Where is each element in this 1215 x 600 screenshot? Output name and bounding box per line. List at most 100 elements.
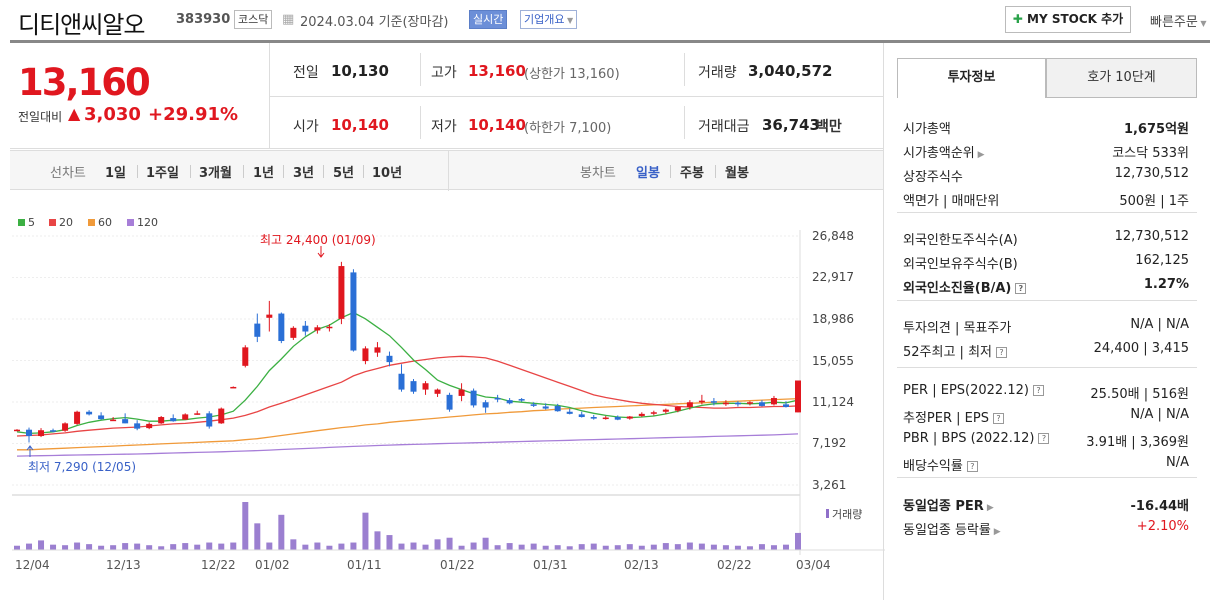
volume-legend: 거래량: [826, 506, 862, 522]
tab-candle-monthly[interactable]: 월봉: [725, 166, 749, 181]
divider: [715, 165, 716, 178]
company-name[interactable]: 디티앤씨알오: [18, 11, 145, 39]
volume-bar: [38, 540, 45, 550]
y-tick-label: 22,917: [812, 270, 854, 284]
info-value: 코스닥 533위: [1112, 146, 1189, 161]
divider: [420, 53, 421, 86]
add-mystock-button[interactable]: ✚ MY STOCK 추가: [1005, 6, 1131, 33]
volume-bar: [230, 542, 237, 550]
volume-bar: [662, 543, 669, 550]
candle-body: [770, 398, 777, 405]
candle-body: [518, 399, 525, 401]
quick-order-button[interactable]: 빠른주문 ▼: [1150, 15, 1207, 30]
y-tick-label: 11,124: [812, 395, 854, 409]
legend-swatch: [826, 509, 829, 518]
info-row: 시가총액 1,675억원: [903, 115, 1189, 137]
help-icon[interactable]: ?: [1038, 433, 1050, 444]
candle-body: [578, 414, 585, 418]
divider: [283, 165, 284, 178]
volume-bar: [62, 545, 69, 550]
divider: [190, 165, 191, 178]
volume-bar: [578, 544, 585, 550]
chevron-right-icon[interactable]: ▶: [974, 150, 985, 160]
x-tick-label: 12/22: [201, 558, 236, 572]
info-label: 52주최고 | 최저?: [903, 341, 1007, 360]
info-row: PER | EPS(2022.12)? 25.50배 | 516원: [903, 380, 1189, 402]
info-label: 외국인한도주식수(A): [903, 233, 1018, 248]
info-value: 1,675억원: [1123, 122, 1189, 137]
y-tick-label: 15,055: [812, 354, 854, 368]
chevron-right-icon[interactable]: ▶: [983, 503, 994, 513]
tab-period-3y[interactable]: 3년: [293, 166, 315, 181]
legend-item-ma120: 120: [127, 216, 158, 229]
volume-bar: [530, 543, 537, 550]
candle-body: [614, 417, 621, 420]
current-price: 13,160: [18, 61, 151, 104]
tab-invest-info[interactable]: 투자정보: [897, 58, 1046, 98]
help-icon[interactable]: ?: [1032, 385, 1044, 396]
volume-bar: [314, 542, 321, 550]
tab-candle-weekly[interactable]: 주봉: [680, 166, 704, 181]
tab-period-1y[interactable]: 1년: [253, 166, 275, 181]
volume-bar: [638, 545, 645, 550]
tab-period-10y[interactable]: 10년: [372, 166, 403, 181]
tab-candle-daily[interactable]: 일봉: [636, 166, 660, 181]
info-row: PBR | BPS (2022.12)? 3.91배 | 3,369원: [903, 428, 1189, 450]
volume-bar: [302, 544, 309, 550]
realtime-button[interactable]: 실시간: [469, 10, 508, 29]
help-icon[interactable]: ?: [992, 413, 1004, 424]
candle-body: [50, 430, 57, 432]
divider: [897, 300, 1197, 301]
divider: [883, 43, 884, 600]
moving-average-line-ma20: [16, 355, 799, 437]
help-icon[interactable]: ?: [1015, 283, 1027, 294]
moving-average-line-ma5: [16, 311, 799, 435]
tab-period-1w[interactable]: 1주일: [146, 166, 179, 181]
info-row: 동일업종 PER ▶ -16.44배: [903, 492, 1189, 514]
volume-bar: [566, 546, 573, 550]
x-tick-label: 03/04: [796, 558, 831, 572]
volume-bar: [218, 543, 225, 550]
price-chart[interactable]: [0, 0, 885, 600]
help-icon[interactable]: ?: [966, 461, 978, 472]
divider: [684, 53, 685, 86]
info-value: 12,730,512: [1114, 166, 1189, 181]
candle-body: [602, 417, 609, 420]
divider: [243, 165, 244, 178]
volume-bar: [74, 542, 81, 550]
candle-body: [122, 419, 129, 424]
volume-bar: [386, 535, 393, 550]
tab-period-1d[interactable]: 1일: [105, 166, 127, 181]
volume-bar: [242, 502, 249, 550]
help-icon[interactable]: ?: [996, 347, 1007, 358]
tab-period-3m[interactable]: 3개월: [199, 166, 232, 181]
chevron-right-icon[interactable]: ▶: [990, 527, 1001, 537]
volume-bar: [650, 544, 657, 550]
info-label: 배당수익률?: [903, 455, 978, 474]
divider: [137, 165, 138, 178]
company-info-button[interactable]: 기업개요 ▼: [520, 10, 578, 29]
candle-body: [650, 412, 657, 414]
x-tick-label: 01/31: [533, 558, 568, 572]
info-label: 추정PER | EPS?: [903, 407, 1004, 426]
price-summary: 13,160 전일대비 ▲ 3,030 +29.91% 전일 10,130 고가…: [10, 43, 883, 149]
tab-period-5y[interactable]: 5년: [333, 166, 355, 181]
legend-item-ma5: 5: [18, 216, 35, 229]
info-value: 500원 | 1주: [1119, 194, 1189, 209]
candle-body: [638, 413, 645, 416]
volume-bar: [746, 546, 753, 550]
tab-hoga-10[interactable]: 호가 10단계: [1046, 58, 1197, 98]
volume-bar: [795, 532, 801, 550]
candle-body: [782, 404, 789, 407]
info-label: PER | EPS(2022.12)?: [903, 383, 1044, 398]
volume-bar: [722, 545, 729, 550]
info-value: 1.27%: [1143, 277, 1189, 292]
candle-body: [746, 402, 753, 404]
info-label: 외국인소진율(B/A)?: [903, 277, 1027, 296]
volume-bar: [50, 544, 57, 550]
volume-bar: [410, 542, 417, 550]
candle-body: [38, 430, 45, 437]
info-value: 162,125: [1135, 253, 1189, 268]
max-arrow-icon: [317, 246, 325, 258]
x-tick-label: 01/22: [440, 558, 475, 572]
